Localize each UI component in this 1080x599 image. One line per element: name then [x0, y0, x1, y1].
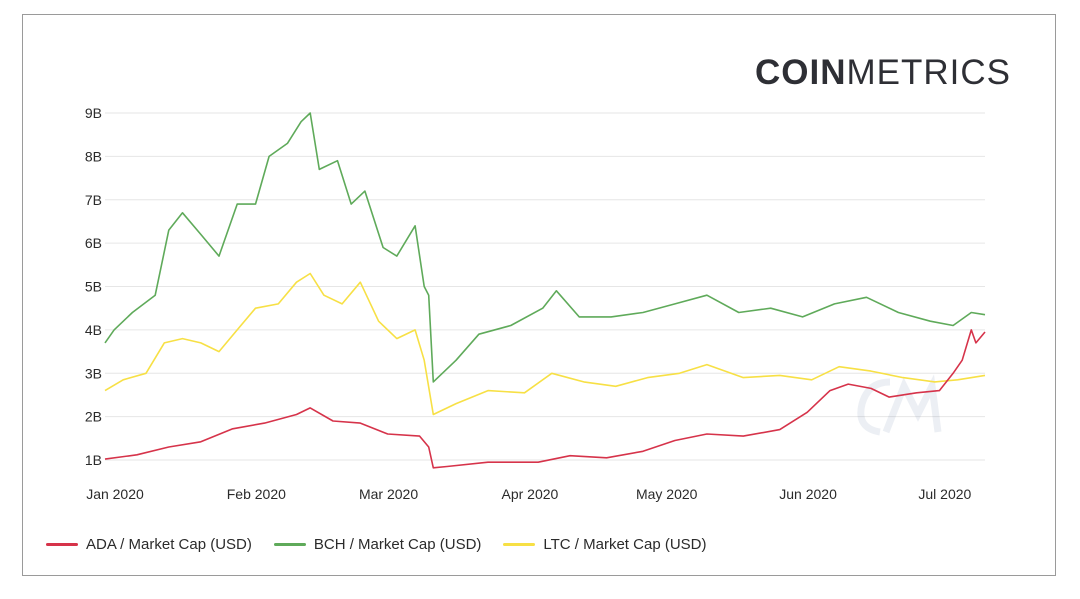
legend: ADA / Market Cap (USD) BCH / Market Cap (… — [46, 536, 707, 553]
y-tick-label: 4B — [85, 322, 102, 338]
cm-watermark — [857, 374, 942, 436]
series-line-ltc — [104, 272, 986, 416]
legend-label: BCH / Market Cap (USD) — [313, 536, 482, 553]
x-tick-label: Jun 2020 — [779, 486, 837, 502]
y-tick-label: 1B — [85, 452, 102, 468]
coinmetrics-logo: COINMETRICS — [755, 55, 1011, 90]
x-tick-label: May 2020 — [636, 486, 698, 502]
legend-swatch — [503, 543, 536, 546]
y-axis-ticks: 1B 2B 3B 4B 5B 6B 7B 8B 9B — [85, 105, 102, 468]
y-tick-label: 8B — [85, 148, 102, 164]
series-line-bch — [104, 112, 986, 383]
legend-item[interactable]: ADA / Market Cap (USD) — [46, 536, 252, 553]
y-tick-label: 7B — [85, 192, 102, 208]
legend-label: ADA / Market Cap (USD) — [86, 536, 252, 553]
legend-swatch — [46, 543, 78, 546]
x-tick-label: Mar 2020 — [359, 486, 418, 502]
y-tick-label: 9B — [85, 105, 102, 121]
grid-lines — [105, 112, 985, 461]
y-tick-label: 6B — [85, 235, 102, 251]
logo-bold-text: COIN — [755, 53, 847, 92]
chart-card: COINMETRICS — [22, 14, 1056, 576]
x-axis-ticks: Jan 2020 Feb 2020 Mar 2020 Apr 2020 May 2020… — [86, 486, 971, 502]
series-line-ada — [104, 329, 986, 469]
x-tick-label: Jan 2020 — [86, 486, 144, 502]
y-tick-label: 2B — [85, 409, 102, 425]
y-tick-label: 3B — [85, 365, 102, 381]
x-tick-label: Feb 2020 — [227, 486, 286, 502]
y-tick-label: 5B — [85, 279, 102, 295]
x-tick-label: Apr 2020 — [502, 486, 559, 502]
series-lines — [104, 112, 986, 469]
legend-item[interactable]: BCH / Market Cap (USD) — [273, 536, 482, 553]
legend-item[interactable]: LTC / Market Cap (USD) — [503, 536, 707, 553]
x-tick-label: Jul 2020 — [918, 486, 971, 502]
legend-label: LTC / Market Cap (USD) — [543, 536, 707, 553]
legend-swatch — [273, 543, 306, 546]
logo-light-text: METRICS — [846, 53, 1011, 92]
